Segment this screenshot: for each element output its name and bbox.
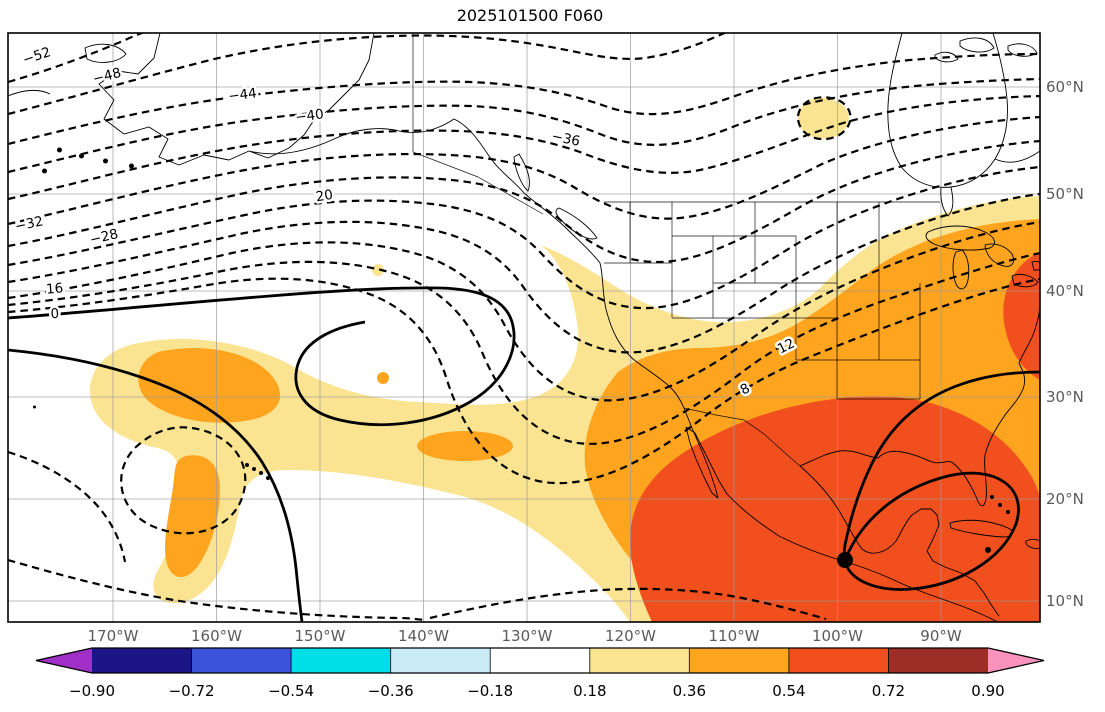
x-axis: 170°W 160°W 150°W 140°W 130°W 120°W 110°…: [88, 627, 962, 645]
state-borders: [604, 202, 921, 400]
contour-line-south-1: [8, 558, 425, 622]
contour-loop-hawaii: [120, 426, 247, 535]
x-axis-tick: 100°W: [812, 627, 863, 645]
storm-marker-dot: [837, 552, 853, 568]
colorbar-tick-label: −0.90: [69, 682, 115, 700]
contour-line-neg40: [8, 77, 1040, 174]
colorbar: −0.90 −0.72 −0.54 −0.36 −0.18 0.18 0.36 …: [35, 647, 1045, 700]
contour-line-west-south: [8, 450, 127, 563]
colorbar-segment: [390, 648, 491, 673]
contour-line-solid-west: [8, 348, 304, 622]
colorbar-tick-label: −0.36: [368, 682, 414, 700]
y-axis-tick: 10°N: [1046, 592, 1084, 610]
hudson-bay: [887, 33, 1040, 217]
contour-line-16: [8, 220, 1040, 402]
contour-line-8: [8, 277, 1040, 485]
x-axis-tick: 130°W: [502, 627, 553, 645]
colorbar-tick-label: 0.18: [573, 682, 606, 700]
y-axis-tick: 20°N: [1046, 490, 1084, 508]
shade-018-patch-north: [797, 97, 849, 139]
contour-label: 20: [315, 187, 334, 205]
shade-054-east-strip: [1003, 252, 1040, 380]
coastline-gulf-east-coast: [799, 306, 1040, 617]
x-axis-tick: 170°W: [88, 627, 139, 645]
colorbar-tick-label: −0.18: [467, 682, 513, 700]
colorbar-tick-label: 0.90: [971, 682, 1004, 700]
contour-line-neg52: [8, 33, 145, 84]
line-contours: [8, 33, 1040, 622]
y-axis: 60°N 50°N 40°N 30°N 20°N 10°N: [1046, 78, 1084, 610]
shade-036-west-blob: [138, 348, 281, 423]
track-loop: [843, 471, 1020, 591]
x-axis-tick: 90°W: [920, 627, 962, 645]
colorbar-segment: [92, 648, 192, 673]
contour-line-neg32: [8, 115, 1040, 226]
plot-title: 2025101500 F060: [457, 6, 604, 25]
colorbar-under-arrow: [36, 648, 92, 673]
x-axis-tick: 160°W: [191, 627, 242, 645]
x-axis-tick: 120°W: [605, 627, 656, 645]
colorbar-outline: [35, 647, 1045, 674]
colorbar-dividers: [191, 648, 889, 673]
colorbar-segment: [191, 648, 292, 673]
shaded-field: [89, 97, 1040, 622]
contour-line-zero: [8, 286, 516, 427]
colorbar-segment: [689, 648, 789, 673]
colorbar-segment: [888, 648, 988, 673]
contour-label: 0: [50, 306, 59, 322]
colorbar-over-arrow: [988, 648, 1044, 673]
contour-line-south-2: [429, 587, 827, 621]
shade-036-dot: [377, 372, 389, 384]
colorbar-tick-label: −0.72: [169, 682, 215, 700]
shade-054-main: [630, 396, 1040, 622]
contour-line-neg36: [8, 94, 1040, 201]
contour-line-neg24: [8, 165, 1040, 310]
x-axis-tick: 140°W: [398, 627, 449, 645]
colorbar-tick-label: −0.54: [268, 682, 314, 700]
contour-label: 16: [45, 280, 64, 297]
great-lakes: [925, 225, 1040, 290]
contour-line-neg48: [8, 33, 727, 116]
colorbar-ticks: −0.90 −0.72 −0.54 −0.36 −0.18 0.18 0.36 …: [69, 682, 1005, 700]
map-border: [7, 32, 1041, 623]
political-borders: [412, 33, 940, 467]
colorbar-tick-label: 0.72: [872, 682, 905, 700]
contour-line-12: [8, 251, 1040, 445]
contour-line-neg44: [8, 52, 1040, 146]
colorbar-segment: [490, 648, 590, 673]
y-axis-tick: 50°N: [1046, 185, 1084, 203]
shade-018-spot: [372, 264, 384, 276]
shade-036-tongue-spot: [417, 431, 513, 461]
colorbar-tick-label: 0.36: [673, 682, 706, 700]
colorbar-tick-label: 0.54: [772, 682, 805, 700]
colorbar-segment: [291, 648, 391, 673]
colorbar-segment: [589, 648, 690, 673]
y-axis-tick: 40°N: [1046, 282, 1084, 300]
y-axis-tick: 60°N: [1046, 78, 1084, 96]
contour-loop-north-patch: [796, 96, 852, 141]
coastline-alaska: [8, 33, 601, 264]
y-axis-tick: 30°N: [1046, 388, 1084, 406]
track-line: [842, 370, 1040, 561]
shade-036-strip: [165, 455, 220, 578]
colorbar-segment: [788, 648, 889, 673]
contour-line-neg20: [8, 192, 1040, 354]
basemap: [8, 33, 1040, 622]
x-axis-tick: 150°W: [295, 627, 346, 645]
grid-lines: [8, 33, 1040, 622]
x-axis-tick: 110°W: [709, 627, 760, 645]
